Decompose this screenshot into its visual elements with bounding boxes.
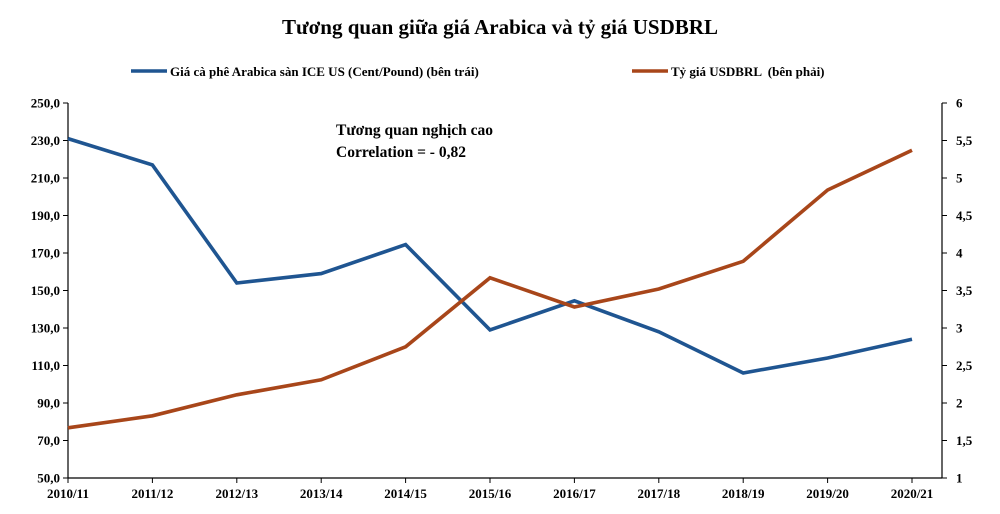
annotation-line-2: Correlation = - 0,82 bbox=[336, 144, 466, 161]
legend-label-usdbrl: Tỷ giá USDBRL (bên phải) bbox=[671, 64, 825, 79]
y-left-tick-label: 110,0 bbox=[31, 358, 60, 373]
y-right-tick-label: 5,5 bbox=[956, 133, 973, 148]
series-layer bbox=[67, 136, 913, 430]
x-tick-label: 2013/14 bbox=[300, 486, 343, 501]
y-left-tick-label: 170,0 bbox=[31, 246, 60, 261]
chart-title: Tương quan giữa giá Arabica và tỷ giá US… bbox=[282, 15, 718, 39]
x-tick-label: 2020/21 bbox=[891, 486, 934, 501]
axes: 50,0 70,0 90,0 110,0 130,0 150,0 170,0 190,0 210… bbox=[31, 96, 973, 502]
x-tick-label: 2015/16 bbox=[469, 486, 512, 501]
x-tick-label: 2016/17 bbox=[553, 486, 596, 501]
y-right-tick-label: 2 bbox=[956, 396, 963, 411]
annotation-line-1: Tương quan nghịch cao bbox=[336, 122, 493, 139]
series-line-arabica bbox=[67, 136, 913, 375]
x-tick-label: 2017/18 bbox=[637, 486, 680, 501]
y-left-tick-label: 150,0 bbox=[31, 283, 60, 298]
annotation: Tương quan nghịch cao Correlation = - 0,… bbox=[336, 122, 493, 161]
x-tick-label: 2014/15 bbox=[384, 486, 427, 501]
x-tick-label: 2018/19 bbox=[722, 486, 765, 501]
x-tick-label: 2011/12 bbox=[131, 486, 173, 501]
x-tick-label: 2019/20 bbox=[806, 486, 849, 501]
y-left-tick-label: 130,0 bbox=[31, 321, 60, 336]
legend-label-arabica: Giá cà phê Arabica sàn ICE US (Cent/Poun… bbox=[170, 64, 479, 79]
y-right-tick-label: 4,5 bbox=[956, 208, 973, 223]
y-right-tick-label: 6 bbox=[956, 96, 963, 111]
y-right-tick-label: 3 bbox=[956, 321, 963, 336]
x-tick-label: 2012/13 bbox=[215, 486, 258, 501]
y-left-tick-label: 190,0 bbox=[31, 208, 60, 223]
y-right-tick-label: 2,5 bbox=[956, 358, 973, 373]
y-right-tick-label: 3,5 bbox=[956, 283, 973, 298]
y-left-tick-label: 70,0 bbox=[37, 433, 60, 448]
y-right-tick-label: 1,5 bbox=[956, 433, 973, 448]
y-left-tick-label: 210,0 bbox=[31, 171, 60, 186]
y-left-tick-label: 50,0 bbox=[37, 471, 60, 486]
x-tick-label: 2010/11 bbox=[47, 486, 89, 501]
y-left-tick-label: 250,0 bbox=[31, 96, 60, 111]
y-right-tick-label: 5 bbox=[956, 171, 963, 186]
legend: Giá cà phê Arabica sàn ICE US (Cent/Poun… bbox=[131, 64, 825, 79]
y-left-tick-label: 90,0 bbox=[37, 396, 60, 411]
y-right-tick-label: 1 bbox=[956, 471, 963, 486]
y-right-tick-label: 4 bbox=[956, 246, 963, 261]
y-left-tick-label: 230,0 bbox=[31, 133, 60, 148]
series-line-usdbrl bbox=[67, 148, 913, 430]
